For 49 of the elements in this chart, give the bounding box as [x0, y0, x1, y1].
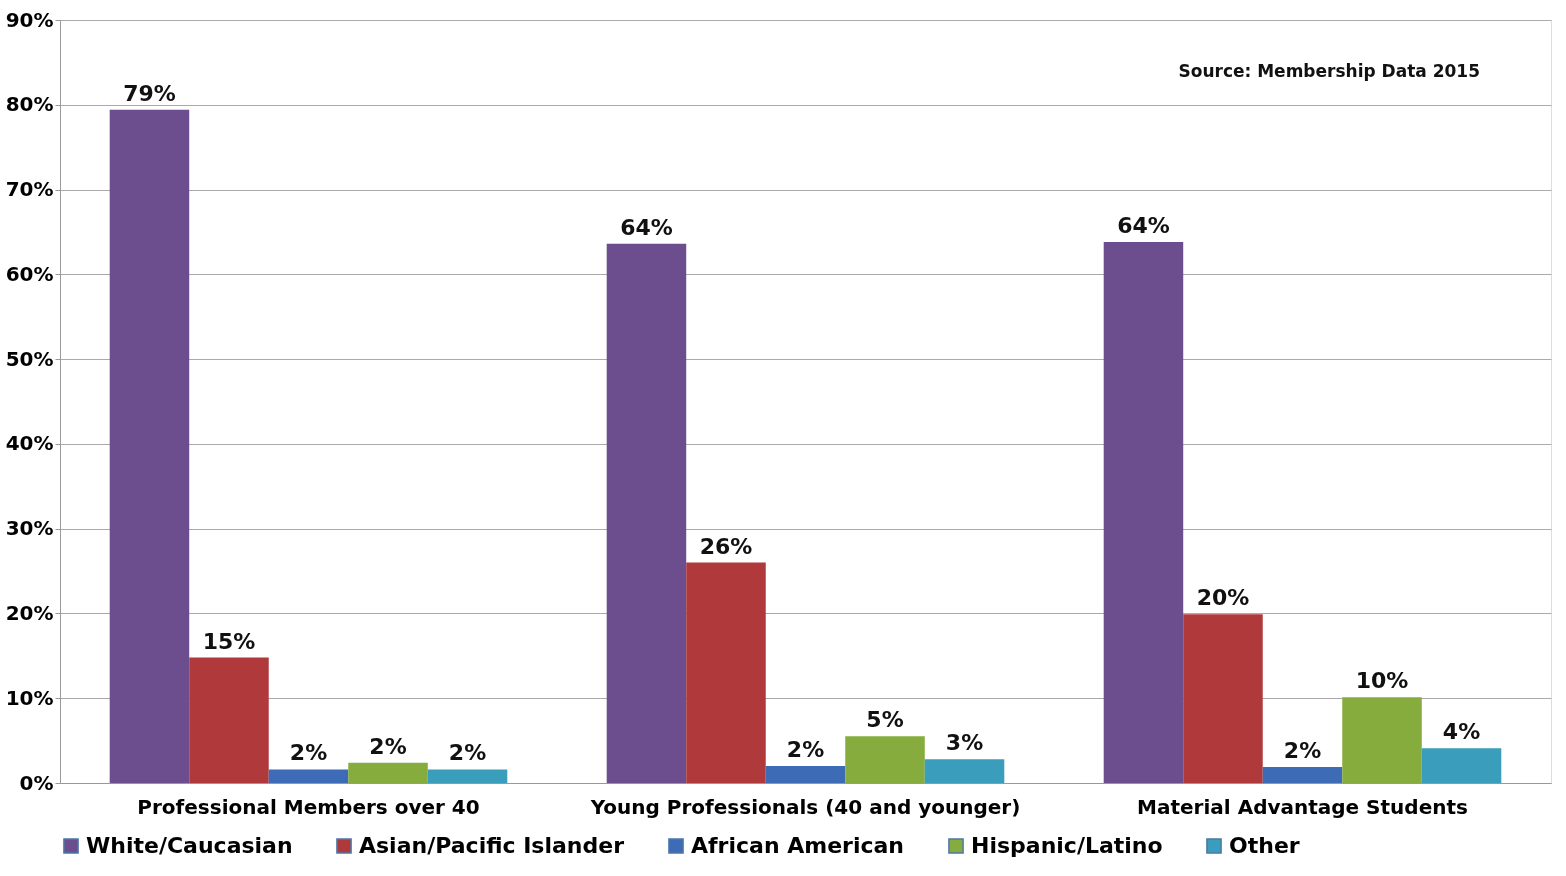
data-label: 4% — [1442, 719, 1481, 745]
bar — [686, 562, 766, 783]
data-label: 3% — [945, 730, 984, 756]
data-label: 79% — [123, 80, 176, 106]
data-label: 15% — [202, 628, 256, 654]
data-label: 2% — [448, 740, 487, 766]
data-label: 64% — [1117, 213, 1170, 239]
data-label: 26% — [699, 533, 753, 559]
y-tick-label: 0% — [19, 770, 54, 795]
y-tick-label: 70% — [5, 177, 54, 202]
bar — [1342, 697, 1422, 783]
bar — [348, 762, 428, 783]
y-tick-label: 50% — [5, 346, 54, 371]
bar — [924, 759, 1005, 783]
bar — [189, 657, 269, 783]
data-label: 64% — [620, 214, 673, 240]
data-label: 5% — [866, 707, 904, 733]
bar — [1103, 242, 1184, 783]
data-label: 10% — [1355, 668, 1409, 694]
x-tick-label: Material Advantage Students — [1137, 794, 1468, 819]
x-tick-label: Young Professionals (40 and younger) — [589, 794, 1021, 819]
data-label: 2% — [786, 737, 825, 763]
bar — [1421, 748, 1502, 783]
y-tick-label: 60% — [5, 261, 54, 286]
bar — [1262, 766, 1343, 783]
legend-label: Hispanic/Latino — [971, 833, 1163, 858]
annotation: Source: Membership Data 2015 — [1178, 61, 1480, 81]
data-label: 2% — [289, 740, 328, 766]
bar — [765, 766, 846, 783]
y-tick-label: 90% — [5, 7, 54, 32]
legend-label: White/Caucasian — [86, 833, 293, 858]
bar — [845, 736, 925, 783]
data-label: 20% — [1196, 585, 1250, 611]
x-tick-label: Professional Members over 40 — [137, 794, 480, 819]
y-tick-label: 30% — [5, 516, 54, 541]
bar — [606, 243, 687, 783]
data-label: 2% — [369, 733, 407, 759]
y-tick-label: 10% — [5, 685, 54, 710]
y-tick-label: 40% — [5, 431, 54, 456]
bar — [427, 769, 508, 783]
data-label: 2% — [1283, 737, 1322, 763]
legend-label: African American — [691, 833, 905, 858]
bar — [268, 769, 349, 783]
legend-label: Asian/Pacific Islander — [359, 833, 625, 858]
y-tick-label: 80% — [5, 92, 54, 117]
legend-label: Other — [1229, 833, 1300, 858]
y-tick-label: 20% — [5, 600, 54, 625]
bar — [109, 109, 190, 783]
bar — [1183, 614, 1263, 783]
